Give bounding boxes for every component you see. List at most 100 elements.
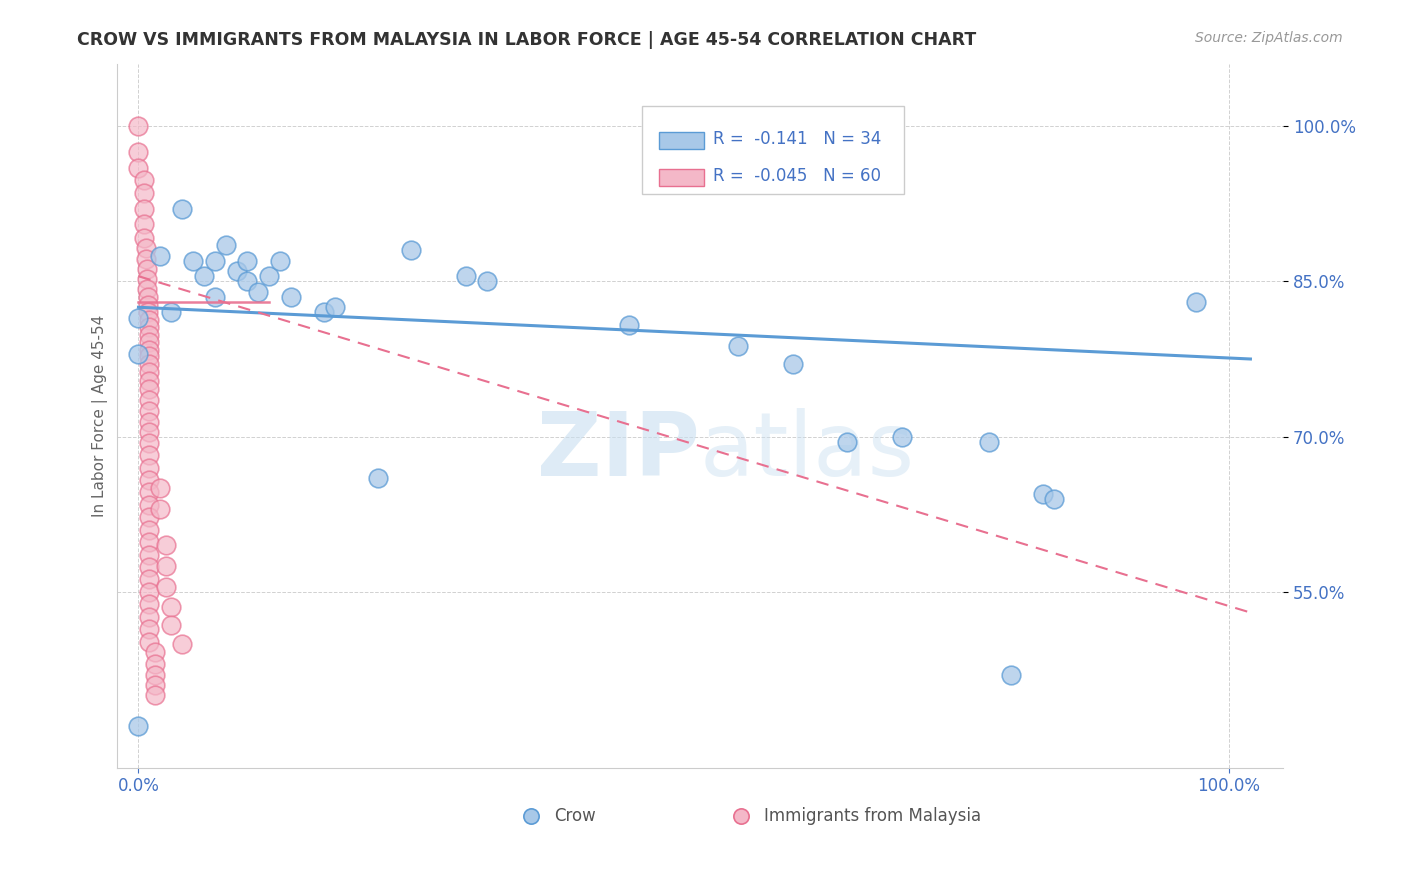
Point (204, 290, 226, 304)
Point (149, 502, 172, 516)
Point (399, 244, 422, 258)
Point (215, 238, 238, 252)
Point (138, 382, 160, 396)
Point (1185, 295, 1208, 310)
Y-axis label: In Labor Force | Age 45-54: In Labor Force | Age 45-54 (93, 315, 108, 517)
Point (138, 335, 160, 350)
Point (138, 560, 160, 574)
Point (155, 559, 177, 574)
Point (236, 253, 259, 268)
Point (835, 434, 858, 449)
Point (236, 274, 259, 288)
Point (617, 318, 640, 332)
Point (1043, 491, 1066, 506)
Point (367, 471, 389, 485)
Point (160, 618, 183, 632)
Point (132, 218, 155, 232)
Point (136, 290, 159, 304)
Point (138, 349, 160, 363)
Text: ZIP: ZIP (537, 408, 700, 494)
Point (149, 248, 172, 262)
Point (477, 274, 499, 288)
Text: Immigrants from Malaysia: Immigrants from Malaysia (763, 806, 981, 824)
Point (1000, 667, 1022, 681)
Point (160, 305, 183, 319)
Point (136, 298, 159, 312)
Point (225, 264, 247, 278)
Point (977, 434, 1000, 449)
Point (138, 320, 160, 334)
Point (138, 448, 160, 462)
Point (132, 173, 155, 187)
Point (135, 252, 157, 266)
Point (155, 538, 177, 552)
Text: Source: ZipAtlas.com: Source: ZipAtlas.com (1195, 31, 1343, 45)
Point (782, 357, 804, 371)
Point (138, 460, 160, 475)
Point (269, 253, 291, 268)
Point (127, 347, 149, 361)
Point (138, 473, 160, 487)
Point (127, 719, 149, 733)
Bar (659, 169, 704, 186)
Point (138, 609, 160, 624)
Point (193, 269, 215, 284)
Point (132, 202, 155, 216)
Point (170, 637, 193, 651)
Point (454, 269, 477, 284)
Point (143, 645, 166, 659)
Point (136, 282, 159, 296)
Point (138, 435, 160, 450)
Point (138, 535, 160, 549)
Point (138, 634, 160, 648)
Point (259, 269, 281, 284)
Point (143, 667, 166, 681)
Point (127, 119, 149, 133)
Text: CROW VS IMMIGRANTS FROM MALAYSIA IN LABOR FORCE | AGE 45-54 CORRELATION CHART: CROW VS IMMIGRANTS FROM MALAYSIA IN LABO… (77, 31, 977, 49)
Point (127, 145, 149, 159)
Point (143, 657, 166, 672)
Point (127, 161, 149, 175)
Point (204, 253, 226, 268)
Point (132, 186, 155, 201)
Point (138, 425, 160, 440)
Point (138, 328, 160, 343)
Point (138, 343, 160, 357)
Point (138, 485, 160, 500)
Point (138, 510, 160, 524)
Point (138, 498, 160, 512)
Point (138, 403, 160, 417)
Point (132, 231, 155, 245)
Point (149, 481, 172, 495)
Point (280, 290, 302, 304)
Point (155, 580, 177, 594)
Point (247, 285, 270, 299)
Point (135, 241, 157, 255)
Text: R =  -0.045   N = 60: R = -0.045 N = 60 (713, 167, 880, 185)
Point (136, 272, 159, 286)
Point (138, 597, 160, 611)
Point (136, 305, 159, 319)
Point (138, 415, 160, 429)
Point (160, 600, 183, 615)
Point (138, 548, 160, 562)
FancyBboxPatch shape (641, 106, 904, 194)
Point (181, 253, 204, 268)
Point (138, 622, 160, 636)
Point (138, 393, 160, 408)
Point (170, 202, 193, 216)
Point (136, 262, 159, 277)
Point (323, 300, 346, 314)
Point (138, 585, 160, 599)
Point (138, 523, 160, 537)
Point (138, 312, 160, 326)
Point (312, 305, 335, 319)
Text: R =  -0.141   N = 34: R = -0.141 N = 34 (713, 130, 882, 148)
Point (127, 310, 149, 325)
Point (138, 357, 160, 371)
Text: Crow: Crow (554, 806, 596, 824)
Point (138, 573, 160, 587)
Point (138, 374, 160, 388)
Text: atlas: atlas (700, 408, 915, 494)
Point (143, 689, 166, 703)
